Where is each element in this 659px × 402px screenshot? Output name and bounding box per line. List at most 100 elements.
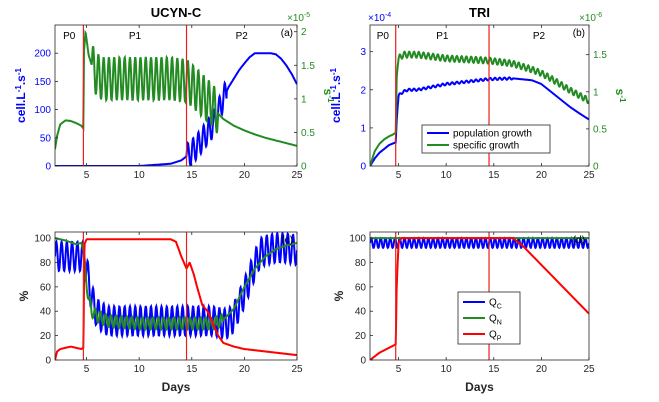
x-tick-label: 20 — [239, 170, 251, 181]
series-group — [370, 50, 589, 166]
period-label: P2 — [533, 31, 546, 42]
legend-label-base: Q — [489, 314, 497, 325]
x-tick-label: 15 — [186, 364, 198, 375]
label-power: -1 — [618, 95, 627, 103]
series-group — [55, 29, 297, 166]
y-tick-label: 20 — [40, 331, 52, 342]
y-tick-label: 0 — [360, 162, 366, 173]
x-tick-label: 5 — [84, 170, 90, 181]
y-tick-label: 40 — [40, 307, 52, 318]
series-line-2 — [370, 50, 589, 166]
y-right-tick-label: 1 — [593, 87, 599, 98]
x-tick-label: 10 — [441, 170, 453, 181]
y-axis-label: cell.L-1.s-1 — [329, 67, 343, 122]
legend-label: specific growth — [453, 141, 519, 152]
series-line-2 — [55, 237, 297, 332]
panel-label: (b) — [573, 28, 585, 39]
y-tick-label: 200 — [34, 49, 51, 60]
exponent-base: ×10 — [287, 13, 304, 24]
y-right-tick-label: 0.5 — [593, 124, 607, 135]
x-tick-label: 25 — [291, 364, 303, 375]
panel-label: (d) — [573, 235, 585, 246]
x-tick-label: 5 — [396, 170, 402, 181]
y-tick-label: 50 — [40, 133, 52, 144]
series-line-1 — [370, 236, 589, 250]
label-part: cell.L — [14, 92, 28, 123]
y-tick-label: 100 — [34, 105, 51, 116]
label-base: s — [321, 89, 335, 96]
x-tick-label: 5 — [84, 364, 90, 375]
axes-box — [369, 231, 590, 361]
series-line-1 — [55, 52, 297, 166]
label-power: -1 — [329, 85, 338, 93]
y-right-tick-label: 0.5 — [301, 128, 315, 139]
y-right-tick-label: 0 — [301, 162, 307, 173]
right-exponent: ×10-5 — [287, 12, 310, 24]
x-tick-label: 20 — [536, 364, 548, 375]
label-part: cell.L — [329, 92, 343, 123]
y-tick-label: 0 — [360, 356, 366, 367]
y-tick-label: 20 — [355, 331, 367, 342]
legend-label-sub: P — [497, 336, 502, 343]
series-group — [55, 232, 297, 360]
right-exponent: ×10-6 — [579, 12, 602, 24]
exponent-power: -4 — [385, 12, 391, 19]
x-axis-label: Days — [465, 380, 494, 394]
left-exponent: ×10-4 — [368, 12, 391, 24]
x-tick-label: 10 — [134, 364, 146, 375]
y-tick-label: 150 — [34, 77, 51, 88]
label-base: s — [613, 89, 627, 96]
axes-box — [54, 231, 298, 361]
x-tick-label: 25 — [583, 364, 595, 375]
y-tick-label: 100 — [34, 234, 51, 245]
axes-box — [54, 24, 298, 167]
y-right-axis-label: s-1 — [321, 89, 335, 103]
axes-box — [369, 24, 590, 167]
x-tick-label: 20 — [536, 170, 548, 181]
y-tick-label: 3 — [360, 47, 366, 58]
x-tick-label: 15 — [488, 364, 500, 375]
y-axis-label: % — [332, 290, 346, 301]
x-tick-label: 10 — [441, 364, 453, 375]
x-tick-label: 15 — [186, 170, 198, 181]
legend-label-sub: N — [497, 320, 502, 327]
y-tick-label: 100 — [349, 234, 366, 245]
exponent-base: ×10 — [579, 13, 596, 24]
series-group — [370, 236, 589, 360]
y-right-tick-label: 1.5 — [301, 61, 315, 72]
series-line-2 — [55, 29, 297, 150]
panel-title: UCYN-C — [151, 5, 202, 20]
x-tick-label: 10 — [134, 170, 146, 181]
x-tick-label: 20 — [239, 364, 251, 375]
x-axis-label: Days — [162, 380, 191, 394]
y-tick-label: 2 — [360, 85, 366, 96]
period-label: P1 — [129, 31, 142, 42]
y-tick-label: 40 — [355, 307, 367, 318]
y-right-tick-label: 1 — [301, 94, 307, 105]
legend-label: QC — [489, 298, 502, 311]
period-label: P2 — [236, 31, 249, 42]
y-right-tick-label: 1.5 — [593, 50, 607, 61]
panel-a: 5 10 15 20 2505010015020000.511.52×10-5s-1ce… — [14, 5, 335, 181]
series-line-3 — [370, 237, 589, 360]
panel-label: (a) — [281, 28, 293, 39]
y-right-tick-label: 0 — [593, 162, 599, 173]
legend-label-base: Q — [489, 330, 497, 341]
y-tick-label: 60 — [40, 282, 52, 293]
panel-c: 5 10 15 20 25 0 20 40 60 80 100% Days (c) — [17, 231, 303, 394]
y-tick-label: 0 — [45, 356, 51, 367]
label-power: -1 — [14, 85, 23, 93]
period-label: P0 — [377, 31, 390, 42]
panel-label: (c) — [281, 235, 293, 246]
label-part: .s — [329, 75, 343, 85]
exponent-power: -6 — [596, 12, 602, 19]
legend-label-sub: C — [497, 304, 502, 311]
y-axis-label: cell.L-1.s-1 — [14, 67, 28, 122]
y-tick-label: 1 — [360, 123, 366, 134]
y-tick-label: 0 — [45, 162, 51, 173]
legend-label: QP — [489, 330, 502, 343]
label-part: .s — [14, 75, 28, 85]
